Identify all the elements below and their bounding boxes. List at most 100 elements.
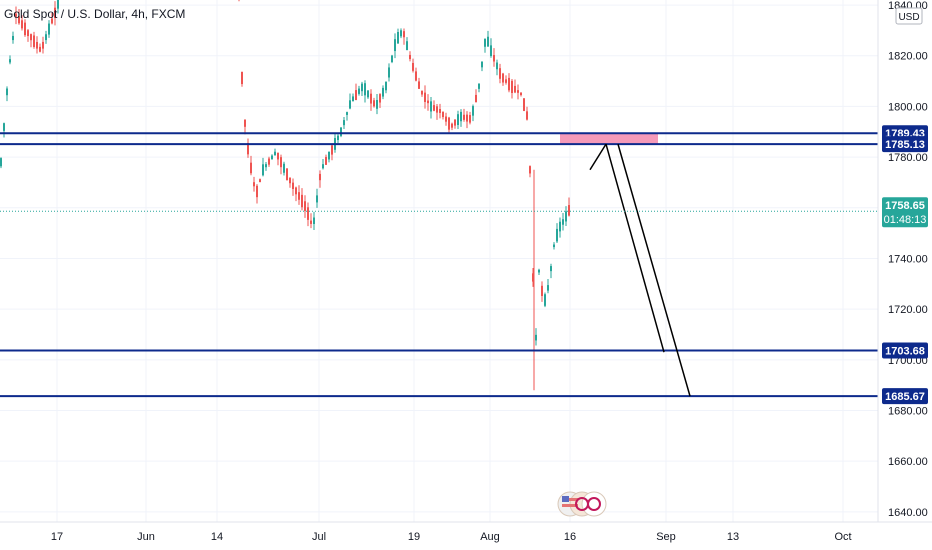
y-tick-label: 1680.00 [888,406,928,418]
candle-body [493,55,495,62]
candle-body [499,68,501,79]
currency-unit-badge[interactable]: USD [895,7,923,25]
candle-body [283,163,285,173]
candle-body [448,117,450,130]
candle-body [415,71,417,81]
candle-body [541,285,543,297]
x-tick-label: Oct [834,531,851,543]
candle-body [538,269,540,273]
x-tick-label: 13 [727,531,739,543]
candle-body [304,201,306,211]
candle-body [397,32,399,44]
candle-body [511,80,513,93]
candle-body [54,7,56,18]
candle-body [469,115,471,123]
candle-body [307,207,309,220]
candle-body [340,127,342,136]
candle-body [481,61,483,68]
candle-body [355,90,357,100]
candle-body [12,35,14,41]
candle-body [319,173,321,181]
candle-body [514,85,516,93]
candle-body [337,135,339,141]
candle-body [385,82,387,91]
candle-body [562,219,564,225]
candle-body [313,217,315,225]
flag-badge-icon [557,491,607,517]
x-tick-label: 14 [211,531,223,543]
time-axis[interactable] [0,522,878,550]
candle-body [331,145,333,155]
candle-body [520,92,522,96]
price-axis[interactable] [878,0,932,550]
candle-body [451,123,453,128]
candle-body [424,92,426,102]
candles-group [0,0,570,391]
candle-body [544,294,546,306]
candle-body [460,111,462,122]
candle-body [250,162,252,174]
candle-body [289,177,291,184]
candle-body [373,100,375,107]
y-tick-label: 1740.00 [888,253,928,265]
candle-body [277,152,279,160]
x-tick-labels: 17 Jun 14 Jul 19 Aug 16 Sep 13 Oct [51,531,852,543]
candle-body [421,90,423,95]
x-tick-label: 16 [564,531,576,543]
level-tag-bg [882,136,928,153]
candle-body [36,41,38,49]
candle-body [322,164,324,169]
candle-body [316,195,318,203]
candle-body [487,36,489,47]
level-tag-bg [882,388,928,405]
candle-body [265,164,267,168]
level-lines-group [0,132,878,398]
candle-body [439,108,441,113]
candle-body [379,94,381,103]
candle-body [388,67,390,78]
candle-body [526,111,528,120]
candle-body [535,334,537,341]
candle-body [475,94,477,103]
projection-line[interactable] [605,143,665,353]
level-tag-label: 1685.67 [885,391,925,403]
y-tick-label: 1800.00 [888,101,928,113]
x-tick-label: 19 [408,531,420,543]
candle-body [244,119,246,127]
projection-line[interactable] [617,143,691,397]
candle-body [352,96,354,102]
candle-body [21,20,23,29]
candle-body [30,34,32,41]
candle-body [262,164,264,176]
level-tag-label: 1785.13 [885,139,925,151]
chart-grid [0,0,878,522]
candle-body [463,114,465,120]
candle-body [358,88,360,94]
candle-body [241,71,243,85]
candle-body [553,244,555,248]
candle-body [349,100,351,109]
candle-body [0,158,2,167]
candle-body [6,88,8,96]
candle-body [382,87,384,97]
candle-body [24,22,26,36]
candle-body [301,194,303,208]
candle-body [51,18,53,24]
candle-body [325,156,327,165]
candle-body [478,83,480,89]
projection-line[interactable] [589,143,607,171]
projection-lines-group [589,143,691,397]
candle-body [391,55,393,63]
resistance-zone[interactable] [560,133,658,145]
x-tick-label: 17 [51,531,63,543]
candle-body [361,83,363,92]
candle-body [370,93,372,104]
candle-body [247,142,249,155]
candle-body [529,166,531,174]
candle-body [298,192,300,200]
candle-body [394,39,396,52]
candle-body [409,54,411,60]
